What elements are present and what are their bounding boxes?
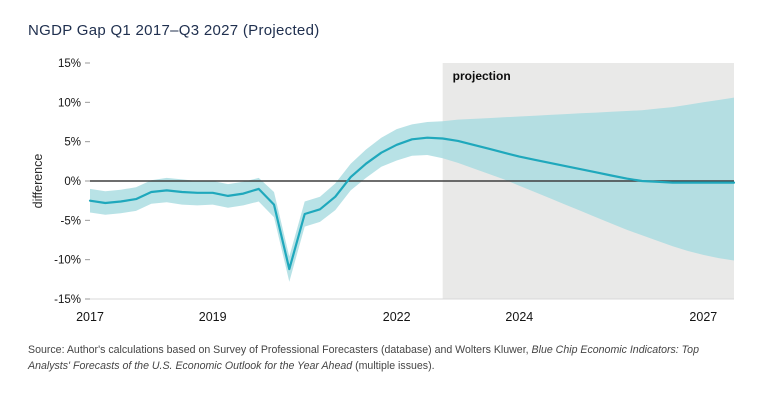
y-axis-title: difference	[31, 154, 45, 209]
x-tick-label: 2017	[76, 310, 104, 324]
x-tick-label: 2027	[689, 310, 717, 324]
source-text-prefix: Source: Author's calculations based on S…	[28, 344, 532, 356]
confidence-band	[90, 97, 734, 282]
x-tick-label: 2022	[383, 310, 411, 324]
y-tick-label: -5%	[61, 215, 81, 227]
y-tick-label: 15%	[58, 58, 81, 70]
y-tick-label: 0%	[64, 176, 81, 188]
y-tick-label: -10%	[54, 255, 81, 267]
x-axis: 2017 2019 2022 2024 2027	[76, 310, 717, 324]
source-text-italic: Blue Chip Economic Indicators: Top Analy…	[28, 344, 699, 372]
y-axis: 15% 10% 5% 0% -5% -10% -15%	[54, 58, 90, 306]
projection-label: projection	[453, 69, 511, 83]
page-title: NGDP Gap Q1 2017–Q3 2027 (Projected)	[28, 22, 320, 39]
x-tick-label: 2019	[199, 310, 227, 324]
y-tick-label: -15%	[54, 294, 81, 306]
y-tick-label: 5%	[64, 137, 81, 149]
ngdp-gap-chart: projection 15%10%5%0%-5%-10%-15% 2017 201…	[31, 58, 736, 324]
x-tick-label: 2024	[505, 310, 533, 324]
y-tick-label: 10%	[58, 97, 81, 109]
source-text-suffix: (multiple issues).	[352, 359, 435, 372]
page: NGDP Gap Q1 2017–Q3 2027 (Projected) pro…	[28, 22, 740, 375]
source-note: Source: Author's calculations based on S…	[28, 343, 740, 375]
ngdp-line	[88, 136, 736, 271]
